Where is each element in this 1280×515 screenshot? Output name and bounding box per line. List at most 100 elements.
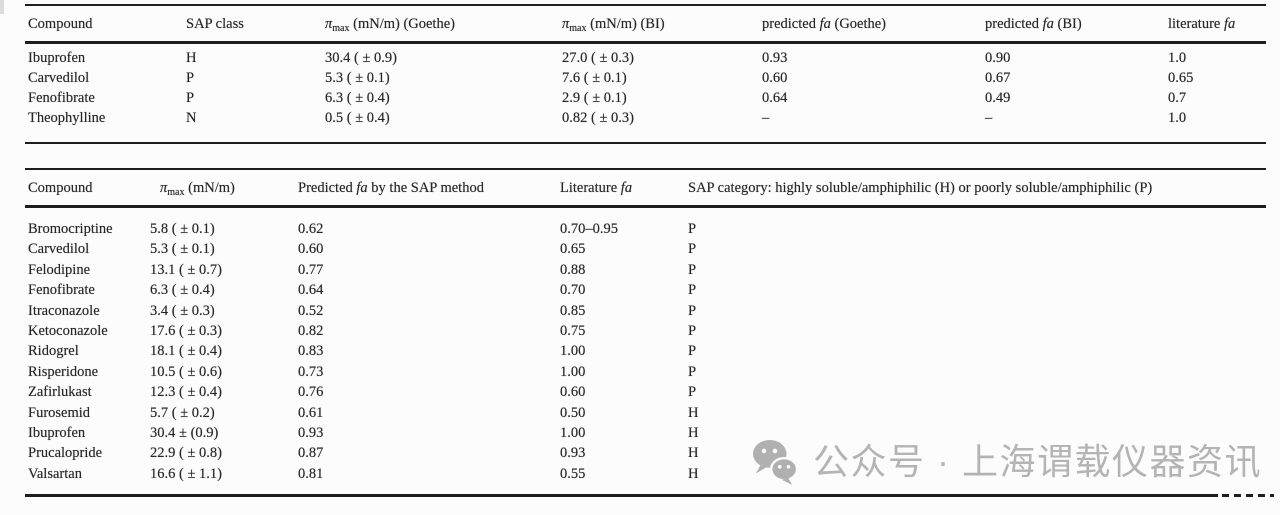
table1-header-sap-class: SAP class (186, 16, 244, 32)
cell-literature-fa: 0.60 (560, 384, 586, 401)
cell-compound: Ketoconazole (28, 322, 108, 339)
cell-literature-fa: 1.0 (1168, 50, 1187, 66)
table1-bottom-rule (25, 142, 1266, 144)
table2-header-rule (25, 205, 1266, 208)
table2-header-predicted-fa: Predicted fa by the SAP method (298, 180, 484, 196)
cell-predicted-fa: 0.62 (298, 221, 324, 237)
cell-sap-category: H (688, 445, 699, 462)
cell-literature-fa: 0.88 (560, 261, 586, 278)
cell-sap-category: H (688, 465, 699, 482)
table2-header-literature-fa: Literature fa (560, 180, 633, 196)
cell-predicted-fa: 0.87 (298, 445, 324, 462)
cell-sap-category: P (688, 282, 697, 299)
cell-predicted-fa: 0.81 (298, 465, 324, 482)
cell-pimax: 5.8 ( ± 0.1) (150, 221, 215, 237)
table-row: Risperidone 10.5 ( ± 0.6) 0.73 1.00 P (0, 362, 1280, 382)
table-row: Ridogrel 18.1 ( ± 0.4) 0.83 1.00 P (0, 341, 1280, 361)
cell-literature-fa: 1.00 (560, 363, 586, 380)
cell-predicted-fa: 0.83 (298, 343, 324, 360)
cell-literature-fa: 0.75 (560, 322, 586, 339)
table-row: Carvedilol 5.3 ( ± 0.1) 0.60 0.65 P (0, 239, 1280, 259)
cell-predicted-fa: 0.64 (298, 282, 324, 299)
cell-pimax: 6.3 ( ± 0.4) (150, 282, 215, 299)
cell-predicted-fa-bi: 0.67 (985, 70, 1011, 86)
scan-edge-artifact (0, 0, 4, 14)
cell-pimax: 5.3 ( ± 0.1) (150, 241, 215, 258)
table-row: Ibuprofen 30.4 ± (0.9) 0.93 1.00 H (0, 423, 1280, 443)
cell-literature-fa: 0.85 (560, 302, 586, 319)
cell-compound: Theophylline (28, 110, 106, 126)
cell-compound: Prucalopride (28, 445, 103, 462)
table1-body: Ibuprofen H 30.4 ( ± 0.9) 27.0 ( ± 0.3) … (0, 48, 1280, 128)
cell-compound: Zafirlukast (28, 384, 92, 401)
cell-pimax: 13.1 ( ± 0.7) (150, 261, 222, 278)
cell-pimax: 12.3 ( ± 0.4) (150, 384, 222, 401)
cell-predicted-fa-bi: 0.90 (985, 50, 1011, 66)
cell-predicted-fa: 0.73 (298, 363, 324, 380)
table2-top-rule (25, 168, 1266, 170)
cell-sap-category: P (688, 384, 697, 401)
cell-predicted-fa-goethe: 0.93 (762, 50, 788, 66)
cell-literature-fa: 0.7 (1168, 90, 1187, 106)
table1-header-row: Compound SAP class πmax (mN/m) (Goethe) … (0, 15, 1280, 34)
cell-pimax-goethe: 30.4 ( ± 0.9) (325, 50, 397, 66)
cell-literature-fa: 0.70–0.95 (560, 221, 618, 237)
table-row: Furosemid 5.7 ( ± 0.2) 0.61 0.50 H (0, 403, 1280, 423)
table1-header-pimax-goethe: πmax (mN/m) (Goethe) (325, 16, 455, 34)
cell-sap-category: P (688, 261, 697, 278)
table-row: Theophylline N 0.5 ( ± 0.4) 0.82 ( ± 0.3… (0, 108, 1280, 128)
cell-sap-category: P (688, 221, 697, 237)
cell-pimax: 10.5 ( ± 0.6) (150, 363, 222, 380)
table2-body: Bromocriptine 5.8 ( ± 0.1) 0.62 0.70–0.9… (0, 219, 1280, 484)
cell-pimax-bi: 27.0 ( ± 0.3) (562, 50, 634, 66)
cell-pimax: 18.1 ( ± 0.4) (150, 343, 222, 360)
cell-compound: Itraconazole (28, 302, 100, 319)
cell-predicted-fa-bi: – (985, 110, 993, 126)
cell-sap-class: P (186, 70, 195, 86)
cell-literature-fa: 0.93 (560, 445, 586, 462)
table1-header-pimax-bi: πmax (mN/m) (BI) (562, 16, 665, 34)
cell-pimax: 22.9 ( ± 0.8) (150, 445, 222, 462)
cell-literature-fa: 1.0 (1168, 110, 1187, 126)
table1-header-literature-fa: literature fa (1168, 16, 1236, 32)
cell-compound: Ibuprofen (28, 50, 86, 66)
cell-predicted-fa-goethe: – (762, 110, 770, 126)
cell-compound: Bromocriptine (28, 221, 113, 237)
watermark: 公众号 · 上海谓载仪器资讯 (752, 436, 1262, 488)
table1-header-predicted-fa-bi: predicted fa (BI) (985, 16, 1082, 32)
cell-sap-class: N (186, 110, 197, 126)
cell-literature-fa: 0.50 (560, 404, 586, 421)
table-row: Fenofibrate P 6.3 ( ± 0.4) 2.9 ( ± 0.1) … (0, 88, 1280, 108)
table-row: Carvedilol P 5.3 ( ± 0.1) 7.6 ( ± 0.1) 0… (0, 68, 1280, 88)
cell-predicted-fa-bi: 0.49 (985, 90, 1011, 106)
cell-pimax-goethe: 6.3 ( ± 0.4) (325, 90, 390, 106)
table2-header-sap-category: SAP category: highly soluble/amphiphilic… (688, 180, 1153, 196)
cell-sap-category: P (688, 241, 697, 258)
cell-sap-category: P (688, 302, 697, 319)
cell-literature-fa: 0.65 (1168, 70, 1194, 86)
cell-pimax: 17.6 ( ± 0.3) (150, 322, 222, 339)
cell-pimax: 3.4 ( ± 0.3) (150, 302, 215, 319)
cell-literature-fa: 0.70 (560, 282, 586, 299)
table1-header-compound: Compound (28, 16, 93, 32)
cell-compound: Felodipine (28, 261, 91, 278)
cell-sap-class: P (186, 90, 195, 106)
table-row: Ketoconazole 17.6 ( ± 0.3) 0.82 0.75 P (0, 321, 1280, 341)
cell-compound: Ibuprofen (28, 424, 86, 441)
cell-sap-class: H (186, 50, 197, 66)
table-row: Itraconazole 3.4 ( ± 0.3) 0.52 0.85 P (0, 301, 1280, 321)
cell-predicted-fa: 0.52 (298, 302, 324, 319)
table-row: Felodipine 13.1 ( ± 0.7) 0.77 0.88 P (0, 260, 1280, 280)
cell-literature-fa: 1.00 (560, 424, 586, 441)
table-row: Zafirlukast 12.3 ( ± 0.4) 0.76 0.60 P (0, 382, 1280, 402)
table-row: Valsartan 16.6 ( ± 1.1) 0.81 0.55 H (0, 464, 1280, 484)
cell-pimax-bi: 7.6 ( ± 0.1) (562, 70, 627, 86)
table1-header-predicted-fa-goethe: predicted fa (Goethe) (762, 16, 887, 32)
cell-pimax-bi: 2.9 ( ± 0.1) (562, 90, 627, 106)
table2-header-compound: Compound (28, 180, 93, 196)
cell-pimax-goethe: 5.3 ( ± 0.1) (325, 70, 390, 86)
table-row: Bromocriptine 5.8 ( ± 0.1) 0.62 0.70–0.9… (0, 219, 1280, 239)
cell-compound: Ridogrel (28, 343, 79, 360)
cell-compound: Fenofibrate (28, 90, 95, 106)
cell-compound: Fenofibrate (28, 282, 95, 299)
